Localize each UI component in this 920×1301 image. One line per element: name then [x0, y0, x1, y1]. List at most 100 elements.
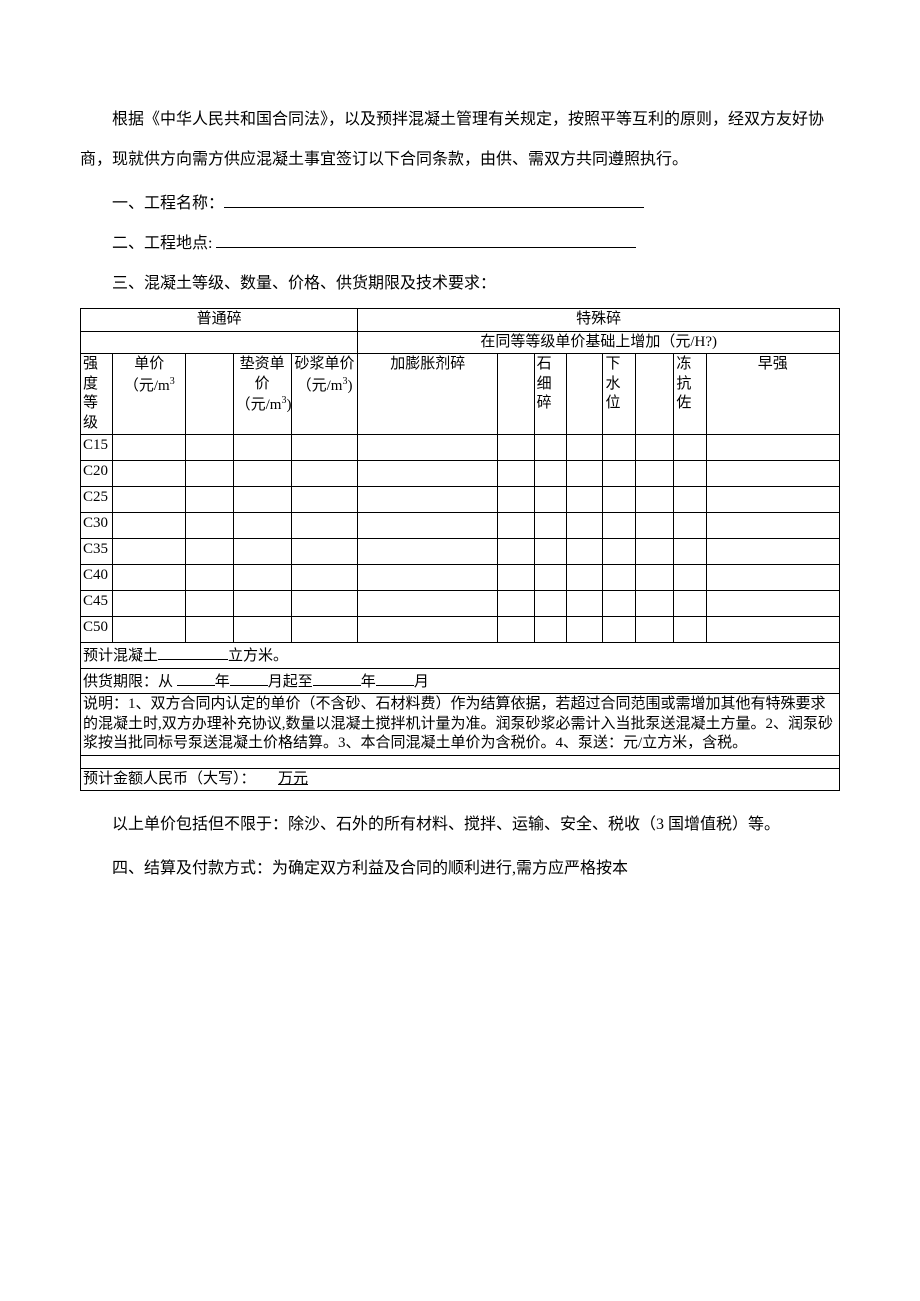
cell[interactable]	[498, 591, 535, 617]
cell[interactable]	[674, 487, 706, 513]
cell[interactable]	[534, 513, 566, 539]
year1-blank[interactable]	[177, 670, 215, 686]
cell[interactable]	[706, 461, 839, 487]
cell[interactable]	[603, 487, 635, 513]
cell[interactable]	[186, 617, 233, 643]
cell[interactable]	[706, 513, 839, 539]
cell[interactable]	[291, 539, 358, 565]
cell[interactable]	[706, 591, 839, 617]
cell[interactable]	[603, 513, 635, 539]
cell[interactable]	[186, 487, 233, 513]
cell[interactable]	[498, 565, 535, 591]
cell[interactable]	[291, 591, 358, 617]
cell[interactable]	[566, 591, 603, 617]
cell[interactable]	[233, 591, 291, 617]
cell[interactable]	[706, 487, 839, 513]
cell[interactable]	[113, 513, 186, 539]
cell[interactable]	[233, 539, 291, 565]
cell[interactable]	[635, 513, 674, 539]
cell[interactable]	[674, 617, 706, 643]
cell[interactable]	[358, 591, 498, 617]
cell[interactable]	[534, 487, 566, 513]
year2-blank[interactable]	[313, 670, 361, 686]
cell[interactable]	[233, 487, 291, 513]
cell[interactable]	[706, 435, 839, 461]
cell[interactable]	[233, 565, 291, 591]
cell[interactable]	[674, 513, 706, 539]
cell[interactable]	[498, 435, 535, 461]
cell[interactable]	[291, 565, 358, 591]
cell[interactable]	[113, 435, 186, 461]
cell[interactable]	[358, 539, 498, 565]
cell[interactable]	[498, 617, 535, 643]
cell[interactable]	[566, 539, 603, 565]
cell[interactable]	[534, 617, 566, 643]
cell[interactable]	[498, 487, 535, 513]
cell[interactable]	[706, 539, 839, 565]
cell[interactable]	[113, 461, 186, 487]
cell[interactable]	[291, 435, 358, 461]
cell[interactable]	[186, 513, 233, 539]
month1-blank[interactable]	[230, 670, 268, 686]
cell[interactable]	[635, 617, 674, 643]
cell[interactable]	[498, 461, 535, 487]
cell[interactable]	[674, 565, 706, 591]
cell[interactable]	[674, 461, 706, 487]
cell[interactable]	[233, 617, 291, 643]
cell[interactable]	[113, 487, 186, 513]
cell[interactable]	[603, 461, 635, 487]
cell[interactable]	[635, 539, 674, 565]
cell[interactable]	[358, 513, 498, 539]
cell[interactable]	[534, 461, 566, 487]
cell[interactable]	[566, 565, 603, 591]
project-location-blank[interactable]	[216, 231, 636, 248]
cell[interactable]	[291, 461, 358, 487]
cell[interactable]	[674, 591, 706, 617]
cell[interactable]	[186, 539, 233, 565]
cell[interactable]	[635, 435, 674, 461]
month2-blank[interactable]	[376, 670, 414, 686]
cell[interactable]	[566, 461, 603, 487]
cell[interactable]	[113, 617, 186, 643]
cell[interactable]	[358, 487, 498, 513]
cell[interactable]	[291, 487, 358, 513]
cell[interactable]	[358, 435, 498, 461]
cell[interactable]	[113, 591, 186, 617]
cell[interactable]	[603, 591, 635, 617]
cell[interactable]	[603, 617, 635, 643]
cell[interactable]	[566, 617, 603, 643]
cell[interactable]	[566, 487, 603, 513]
est-blank[interactable]	[158, 644, 228, 660]
cell[interactable]	[358, 565, 498, 591]
cell[interactable]	[534, 565, 566, 591]
cell[interactable]	[635, 487, 674, 513]
cell[interactable]	[534, 539, 566, 565]
cell[interactable]	[674, 539, 706, 565]
cell[interactable]	[635, 591, 674, 617]
cell[interactable]	[291, 617, 358, 643]
cell[interactable]	[566, 435, 603, 461]
cell[interactable]	[674, 435, 706, 461]
cell[interactable]	[113, 565, 186, 591]
cell[interactable]	[186, 565, 233, 591]
cell[interactable]	[566, 513, 603, 539]
cell[interactable]	[603, 539, 635, 565]
cell[interactable]	[186, 435, 233, 461]
cell[interactable]	[186, 591, 233, 617]
cell[interactable]	[291, 513, 358, 539]
cell[interactable]	[233, 435, 291, 461]
cell[interactable]	[706, 565, 839, 591]
cell[interactable]	[706, 617, 839, 643]
cell[interactable]	[603, 565, 635, 591]
cell[interactable]	[233, 461, 291, 487]
project-name-blank[interactable]	[224, 191, 644, 208]
cell[interactable]	[534, 591, 566, 617]
cell[interactable]	[603, 435, 635, 461]
cell[interactable]	[498, 513, 535, 539]
cell[interactable]	[635, 461, 674, 487]
cell[interactable]	[186, 461, 233, 487]
cell[interactable]	[113, 539, 186, 565]
cell[interactable]	[358, 461, 498, 487]
cell[interactable]	[534, 435, 566, 461]
cell[interactable]	[498, 539, 535, 565]
